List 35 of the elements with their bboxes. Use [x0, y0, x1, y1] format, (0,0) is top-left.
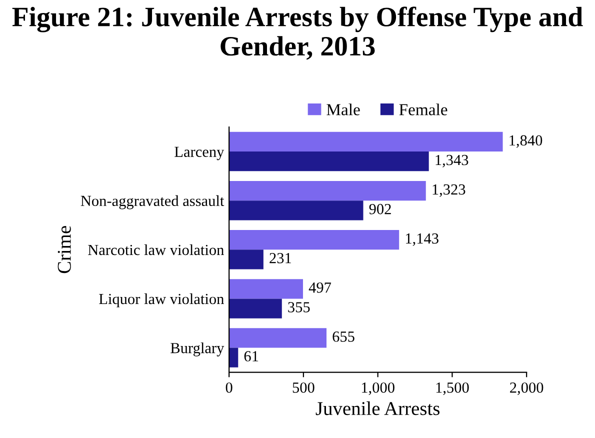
- y-tick-label: Narcotic law violation: [88, 244, 224, 256]
- bar: [229, 132, 503, 152]
- y-tick-label: Liquor law violation: [99, 293, 224, 308]
- bar: [229, 328, 327, 348]
- y-axis-title: Crime: [58, 226, 71, 274]
- data-label: 1,143: [406, 233, 438, 246]
- x-tick-label: 500: [292, 382, 314, 393]
- data-label: 655: [332, 332, 354, 342]
- bar: [229, 250, 264, 270]
- bar: [229, 200, 364, 220]
- bar: [229, 298, 282, 318]
- x-axis-title: Juvenile Arrests: [316, 401, 440, 416]
- data-label: 902: [369, 204, 391, 214]
- x-tick-label: 1,000: [362, 382, 394, 395]
- bar: [229, 279, 304, 299]
- data-label: 231: [270, 253, 291, 264]
- x-tick-label: 0: [226, 382, 232, 393]
- x-tick-label: 2,000: [510, 382, 544, 395]
- bar: [229, 180, 426, 201]
- data-label: 1,840: [510, 135, 542, 148]
- data-label: 61: [244, 351, 258, 362]
- data-label: 497: [308, 282, 332, 293]
- bar: [229, 152, 429, 172]
- y-tick-label: Non-aggravated assault: [80, 195, 224, 210]
- legend-label: Male: [326, 104, 360, 116]
- y-tick-label: Burglary: [170, 342, 224, 356]
- chart-title: Figure 21: Juvenile Arrests by Offense Type and Gender, 2013: [12, 6, 583, 60]
- data-label: 1,323: [432, 184, 466, 197]
- legend-label: Female: [399, 104, 448, 116]
- bar: [229, 230, 400, 250]
- data-label: 355: [288, 302, 310, 312]
- bar: [229, 348, 238, 368]
- data-label: 1,343: [436, 154, 468, 168]
- x-tick-label: 1,500: [436, 382, 469, 395]
- y-tick-label: Larceny: [174, 146, 224, 160]
